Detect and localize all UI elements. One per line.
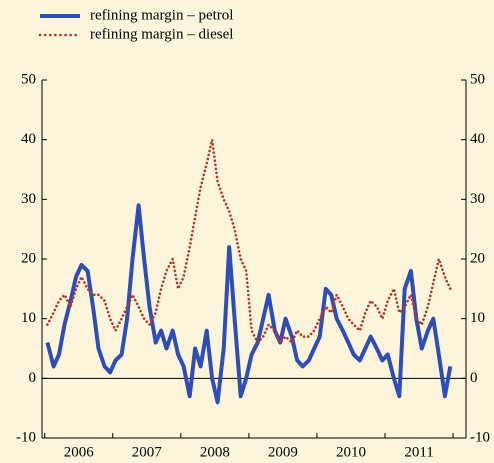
x-tick-label: 2008 xyxy=(200,444,230,460)
y2-tick-label: 0 xyxy=(470,370,478,386)
y-tick-label: 30 xyxy=(21,191,36,207)
y2-tick-label: 10 xyxy=(470,310,485,326)
legend-label: refining margin – diesel xyxy=(90,26,233,42)
y-tick-label: 10 xyxy=(21,310,36,326)
legend-label: refining margin – petrol xyxy=(90,7,233,23)
y2-tick-label: 50 xyxy=(470,71,485,87)
series-line xyxy=(46,138,452,344)
y-tick-label: 50 xyxy=(21,71,36,87)
y2-tick-label: 20 xyxy=(470,250,485,266)
series-line xyxy=(45,203,453,405)
x-tick-label: 2011 xyxy=(404,444,433,460)
x-tick-label: 2006 xyxy=(64,444,95,460)
y2-tick-label: 40 xyxy=(470,131,485,147)
y-tick-label: 20 xyxy=(21,250,36,266)
y2-tick-label: -10 xyxy=(470,429,490,445)
y-tick-label: 0 xyxy=(29,370,37,386)
x-tick-label: 2007 xyxy=(132,444,163,460)
y-tick-label: -10 xyxy=(16,429,36,445)
x-tick-label: 2009 xyxy=(268,444,298,460)
x-tick-label: 2010 xyxy=(336,444,366,460)
y2-tick-label: 30 xyxy=(470,191,485,207)
y-tick-label: 40 xyxy=(21,131,36,147)
